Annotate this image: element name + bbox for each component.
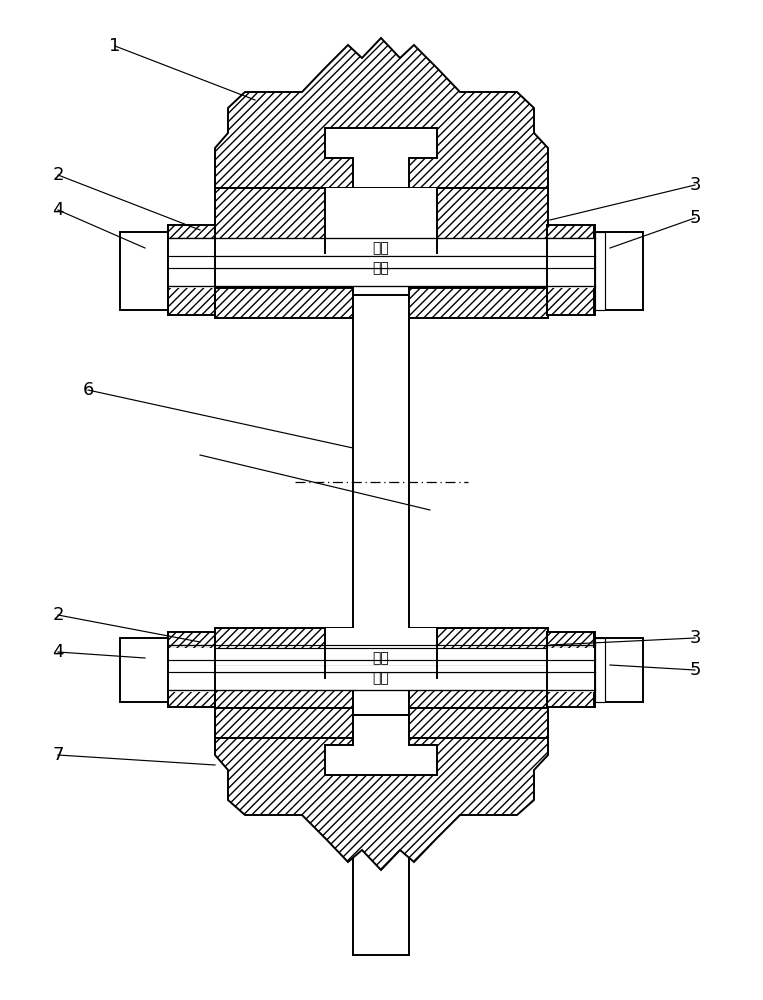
Bar [120, 232, 168, 310]
Text: 3: 3 [689, 629, 700, 647]
Bar [215, 288, 353, 318]
Bar [409, 263, 548, 288]
Text: 4: 4 [52, 201, 64, 219]
Bar [325, 628, 437, 678]
Bar [547, 632, 594, 707]
Text: 7: 7 [52, 746, 64, 764]
Bar [215, 263, 353, 288]
Bar [547, 648, 594, 692]
Text: 5: 5 [689, 661, 700, 679]
Text: 6: 6 [82, 381, 94, 399]
Bar [168, 238, 215, 288]
Bar [168, 648, 215, 692]
Text: 3: 3 [689, 176, 700, 194]
Bar [547, 225, 594, 315]
Text: 2: 2 [52, 166, 64, 184]
Bar [409, 708, 548, 738]
Bar [168, 632, 215, 707]
Polygon shape [325, 128, 437, 188]
Text: 关节
轴承: 关节 轴承 [372, 651, 389, 685]
Text: 4: 4 [52, 643, 64, 661]
Bar [595, 232, 605, 310]
Polygon shape [215, 38, 548, 188]
Bar [353, 295, 409, 955]
Bar [120, 638, 168, 702]
Bar [215, 256, 547, 268]
Text: 5: 5 [689, 209, 700, 227]
Bar [168, 672, 595, 690]
Bar [168, 225, 215, 315]
Bar [168, 238, 595, 256]
Text: 1: 1 [109, 37, 121, 55]
Bar [215, 188, 353, 263]
Bar [409, 288, 548, 318]
Polygon shape [325, 715, 437, 775]
Bar [168, 268, 595, 286]
Bar [215, 666, 547, 672]
Bar [409, 683, 548, 708]
Bar [547, 238, 594, 288]
Bar [215, 708, 353, 738]
Bar [215, 683, 353, 708]
Bar [409, 628, 548, 683]
Bar [325, 188, 437, 253]
Text: 2: 2 [52, 606, 64, 624]
Bar [215, 628, 353, 683]
Bar [595, 638, 605, 702]
Bar [595, 232, 643, 310]
Text: 关节
轴承: 关节 轴承 [372, 241, 389, 275]
Bar [168, 648, 595, 666]
Bar [595, 638, 643, 702]
Polygon shape [215, 715, 548, 870]
Bar [409, 188, 548, 263]
